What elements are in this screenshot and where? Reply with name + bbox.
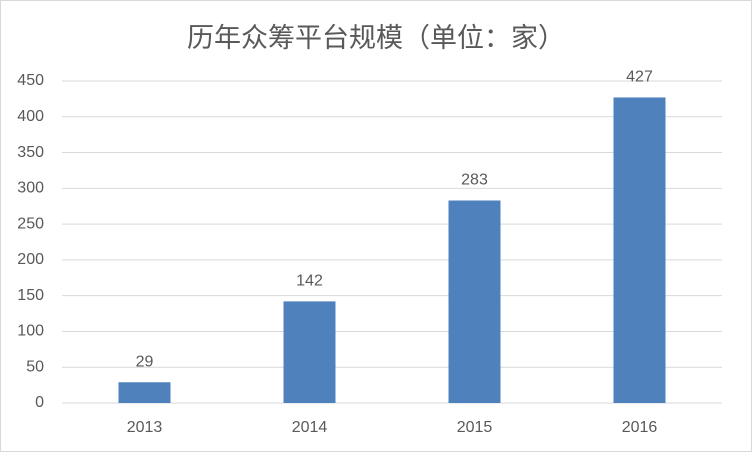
y-tick-label: 0 bbox=[35, 394, 44, 411]
data-label: 29 bbox=[136, 353, 154, 370]
bar bbox=[448, 200, 501, 403]
bar bbox=[283, 301, 336, 403]
y-tick-label: 300 bbox=[17, 180, 44, 197]
y-tick-label: 450 bbox=[17, 72, 44, 89]
data-label: 142 bbox=[296, 273, 323, 290]
y-tick-label: 200 bbox=[17, 251, 44, 268]
y-tick-label: 400 bbox=[17, 108, 44, 125]
data-label: 283 bbox=[461, 172, 488, 189]
bar bbox=[613, 97, 666, 404]
data-label: 427 bbox=[626, 69, 653, 86]
x-tick-label: 2014 bbox=[292, 419, 328, 436]
x-tick-label: 2015 bbox=[457, 419, 493, 436]
x-tick-label: 2013 bbox=[127, 419, 163, 436]
chart-title: 历年众筹平台规模（单位：家） bbox=[187, 23, 565, 53]
y-tick-label: 350 bbox=[17, 144, 44, 161]
y-tick-label: 150 bbox=[17, 287, 44, 304]
y-tick-label: 100 bbox=[17, 323, 44, 340]
x-tick-label: 2016 bbox=[622, 419, 658, 436]
y-tick-label: 250 bbox=[17, 215, 44, 232]
bar bbox=[118, 382, 171, 403]
y-tick-label: 50 bbox=[26, 358, 44, 375]
